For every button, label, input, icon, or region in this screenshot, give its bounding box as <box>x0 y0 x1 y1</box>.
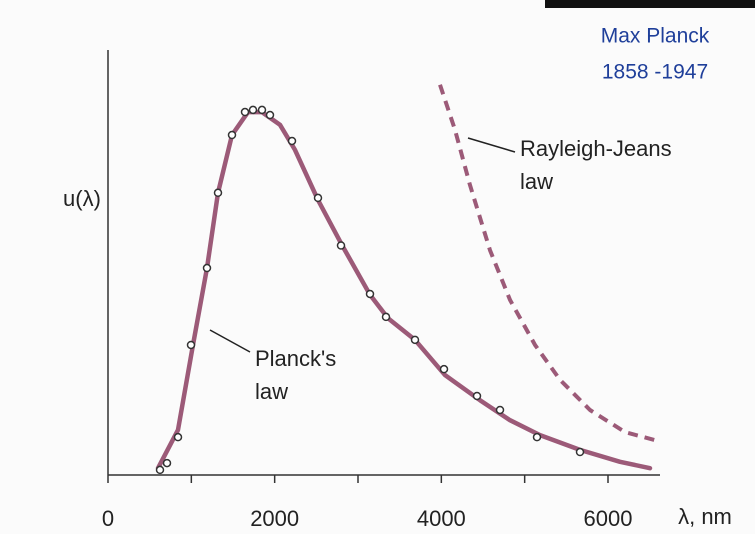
data-point <box>229 132 236 139</box>
data-point <box>412 336 419 343</box>
data-point <box>338 242 345 249</box>
chart: u(λ) λ, nm Max Planck 1858 -1947 Planck'… <box>0 0 755 534</box>
data-point <box>250 106 257 113</box>
data-point <box>577 449 584 456</box>
header-bar <box>545 0 755 8</box>
x-axis-label: λ, nm <box>678 504 732 529</box>
data-point <box>215 189 222 196</box>
annotation: Planck's <box>255 346 336 371</box>
data-point <box>157 466 164 473</box>
data-point <box>188 341 195 348</box>
data-point <box>315 194 322 201</box>
x-tick-label: 4000 <box>417 506 466 531</box>
data-point <box>242 109 249 116</box>
data-point <box>289 137 296 144</box>
x-tick-label: 2000 <box>250 506 299 531</box>
x-tick-label: 0 <box>102 506 114 531</box>
caption-name: Max Planck <box>601 25 710 48</box>
data-point <box>175 434 182 441</box>
data-point <box>267 112 274 119</box>
x-tick-label: 6000 <box>584 506 633 531</box>
data-point <box>534 434 541 441</box>
data-point <box>441 366 448 373</box>
data-point <box>474 392 481 399</box>
data-point <box>259 106 266 113</box>
data-point <box>497 406 504 413</box>
annotation: Rayleigh-Jeans <box>520 136 672 161</box>
data-point <box>383 313 390 320</box>
annotation: law <box>520 169 553 194</box>
data-point <box>164 460 171 467</box>
caption-years: 1858 -1947 <box>602 61 708 84</box>
y-axis-label: u(λ) <box>63 186 101 211</box>
annotation: law <box>255 379 288 404</box>
data-point <box>204 265 211 272</box>
data-point <box>367 290 374 297</box>
